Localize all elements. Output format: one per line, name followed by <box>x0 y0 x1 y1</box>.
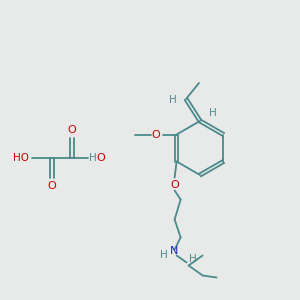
Text: O: O <box>97 153 105 163</box>
Text: N: N <box>169 247 178 256</box>
Text: H: H <box>160 250 167 260</box>
Text: H: H <box>209 108 217 118</box>
Text: O: O <box>68 125 76 135</box>
Text: H: H <box>169 95 177 105</box>
Text: HO: HO <box>13 153 29 163</box>
Text: O: O <box>170 181 179 190</box>
Text: O: O <box>151 130 160 140</box>
Text: O: O <box>48 181 56 191</box>
Text: H: H <box>189 254 196 265</box>
Text: H: H <box>89 153 97 163</box>
